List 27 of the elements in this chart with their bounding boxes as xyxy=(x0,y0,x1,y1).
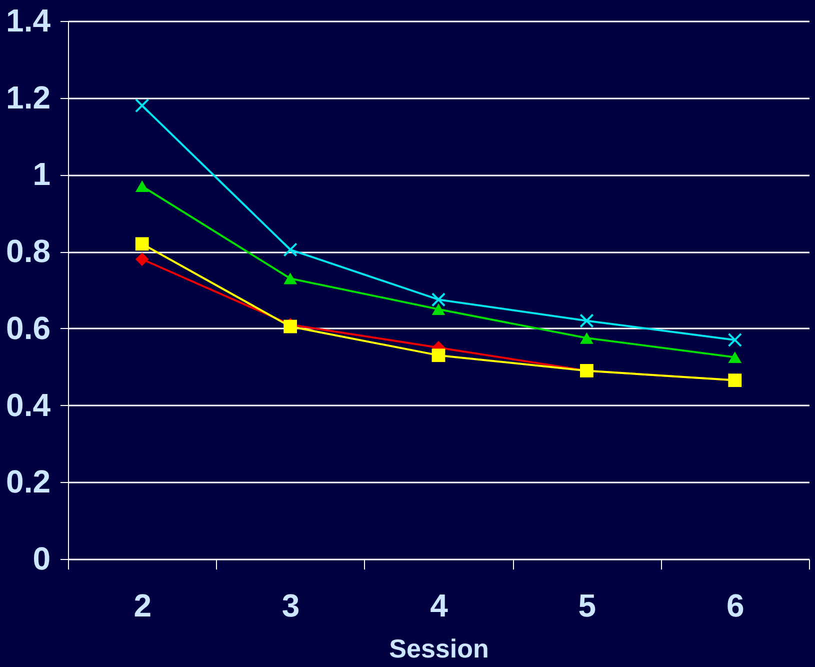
x-tick-label: 4 xyxy=(430,588,448,624)
point xyxy=(580,332,594,344)
y-tick-label: 0.6 xyxy=(6,310,50,346)
point xyxy=(432,303,446,316)
point xyxy=(135,237,149,251)
point xyxy=(728,351,742,364)
y-tick-label: 0 xyxy=(32,540,50,576)
point xyxy=(283,242,298,257)
y-tick-label: 0.2 xyxy=(6,464,50,500)
point xyxy=(284,272,298,284)
y-tick-label: 1.4 xyxy=(6,2,51,38)
point xyxy=(728,332,742,348)
point xyxy=(432,348,446,362)
y-tick-label: 0.4 xyxy=(6,386,51,423)
y-tick-label: 1.2 xyxy=(6,79,50,116)
point xyxy=(135,180,149,192)
point xyxy=(135,252,149,266)
point xyxy=(580,314,594,328)
x-axis-title: Session xyxy=(389,634,489,664)
y-tick-label: 1 xyxy=(32,156,50,192)
x-tick-label: 5 xyxy=(578,588,596,624)
x-tick-label: 6 xyxy=(726,588,744,624)
y-tick-label: 0.8 xyxy=(6,233,50,270)
point xyxy=(134,98,150,113)
point xyxy=(431,292,446,307)
x-tick-label: 2 xyxy=(134,588,152,624)
x-tick-label: 3 xyxy=(282,588,300,624)
